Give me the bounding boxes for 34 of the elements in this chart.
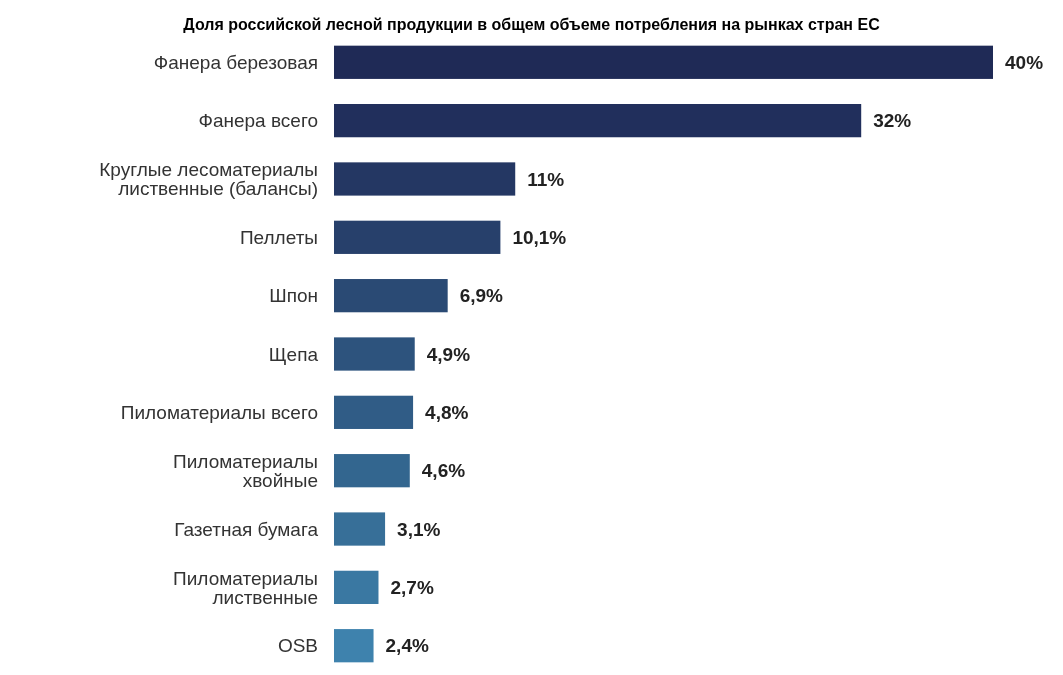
y-tick-label: Пиломатериалы лиственные [173, 567, 318, 608]
data-label: 4,8% [425, 401, 469, 423]
data-label: 10,1% [512, 226, 567, 248]
bar [334, 45, 993, 79]
bar [334, 454, 410, 488]
y-tick-label: Щепа [268, 343, 319, 365]
data-label: 32% [873, 110, 912, 132]
data-label: 40% [1005, 51, 1044, 73]
y-tick-label: Пиломатериалы хвойные [173, 450, 318, 491]
y-tick-label: Круглые лесоматериалы лиственные (балансы) [99, 159, 318, 200]
y-tick-label: Фанера березовая [153, 51, 318, 73]
data-label: 2,4% [385, 635, 429, 657]
bar [334, 512, 386, 546]
y-tick-label: Пиломатериалы всего [120, 401, 318, 423]
bar [334, 279, 448, 313]
bar [334, 104, 862, 138]
y-tick-label: Фанера всего [198, 110, 318, 132]
y-tick-label: Пеллеты [239, 226, 318, 248]
data-label: 11% [527, 168, 565, 190]
data-label: 4,6% [421, 460, 466, 482]
y-tick-label: OSB [277, 635, 318, 657]
data-label: 6,9% [459, 285, 504, 307]
chart-title: Доля российской лесной продукции в общем объеме потребления на рынках стран ЕС [183, 16, 881, 33]
y-tick-label: Шпон [269, 285, 318, 307]
data-label: 2,7% [390, 577, 434, 599]
bar [334, 570, 379, 604]
bar [334, 395, 414, 429]
y-tick-label: Газетная бумага [174, 518, 319, 540]
bar [334, 220, 501, 254]
data-label: 4,9% [426, 343, 471, 365]
data-label: 3,1% [397, 518, 441, 540]
bar [334, 162, 516, 196]
bar [334, 337, 415, 371]
bar [334, 629, 374, 663]
